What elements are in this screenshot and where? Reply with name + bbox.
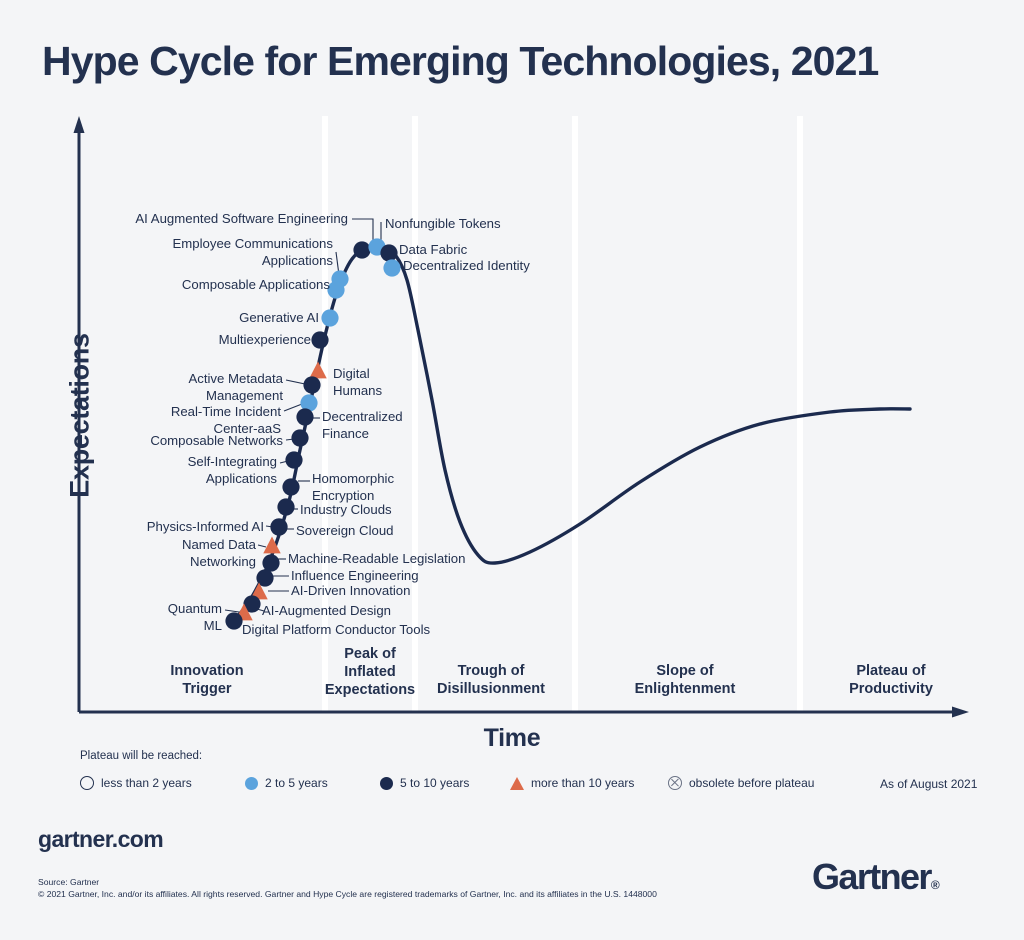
technology-markers bbox=[225, 238, 401, 630]
tech-label-quantum-ml: Quantum ML bbox=[167, 601, 222, 633]
legend-circ-blue-icon bbox=[245, 776, 258, 790]
marker-sovereign-cloud[interactable] bbox=[270, 518, 288, 536]
tech-label-named-data-networking: Named Data Networking bbox=[181, 537, 256, 569]
copyright-note: © 2021 Gartner, Inc. and/or its affiliat… bbox=[38, 889, 657, 899]
legend-label: 5 to 10 years bbox=[400, 776, 470, 790]
tech-label-data-fabric: Data Fabric bbox=[399, 242, 468, 257]
phase-label-peak-of-inflated-expectations: Peak of Inflated Expectations bbox=[324, 646, 416, 698]
leader-line-named-data-networking bbox=[257, 544, 267, 548]
hype-curve bbox=[228, 243, 912, 627]
gartner-logo: Gartner® bbox=[812, 856, 940, 898]
gartner-logo-text: Gartner bbox=[812, 856, 932, 897]
phase-divider-0 bbox=[322, 116, 328, 712]
legend-caption: Plateau will be reached: bbox=[80, 750, 203, 762]
legend-label: obsolete before plateau bbox=[689, 776, 815, 790]
as-of-date: As of August 2021 bbox=[880, 777, 978, 791]
legend-circ-hollow-icon bbox=[80, 776, 94, 790]
tech-label-composable-networks: Composable Networks bbox=[150, 433, 283, 448]
tech-label-decentralized-finance: Decentralized Finance bbox=[322, 409, 403, 441]
tech-label-digital-platform-conductor-tools: Digital Platform Conductor Tools bbox=[242, 622, 431, 637]
marker-homomorphic-encryption[interactable] bbox=[282, 478, 300, 496]
legend-item-circ-navy: 5 to 10 years bbox=[380, 776, 469, 790]
phase-label-plateau-of-productivity: Plateau of Productivity bbox=[849, 663, 933, 697]
leader-line-real-time-incident-center-aas bbox=[283, 403, 303, 412]
tech-label-employee-communications-applications: Employee Communications Applications bbox=[172, 236, 333, 268]
marker-composable-applications[interactable] bbox=[327, 281, 345, 299]
legend-circ-x-icon bbox=[668, 776, 682, 790]
marker-real-time-incident-center-aas[interactable] bbox=[300, 394, 318, 412]
marker-industry-clouds[interactable] bbox=[277, 498, 295, 516]
tech-label-machine-readable-legislation: Machine-Readable Legislation bbox=[288, 551, 466, 566]
legend-item-tri-orange: more than 10 years bbox=[510, 776, 634, 790]
marker-ai-augmented-design[interactable] bbox=[243, 595, 261, 613]
source-note: Source: Gartner bbox=[38, 877, 100, 887]
marker-named-data-networking[interactable] bbox=[263, 536, 281, 554]
tech-label-influence-engineering: Influence Engineering bbox=[291, 568, 419, 583]
tech-label-composable-applications: Composable Applications bbox=[181, 277, 330, 292]
marker-data-fabric[interactable] bbox=[380, 244, 398, 262]
marker-active-metadata-management[interactable] bbox=[303, 376, 321, 394]
gartner-com-link[interactable]: gartner.com bbox=[38, 826, 164, 852]
marker-decentralized-identity[interactable] bbox=[383, 259, 401, 277]
registered-mark-icon: ® bbox=[930, 878, 940, 892]
marker-digital-platform-conductor-tools[interactable] bbox=[225, 612, 243, 630]
marker-composable-networks[interactable] bbox=[291, 429, 309, 447]
phase-label-slope-of-enlightenment: Slope of Enlightenment bbox=[634, 663, 736, 697]
legend-tri-orange-icon bbox=[510, 776, 524, 790]
tech-label-sovereign-cloud: Sovereign Cloud bbox=[296, 523, 394, 538]
legend-label: 2 to 5 years bbox=[265, 776, 328, 790]
tech-label-physics-informed-ai: Physics-Informed AI bbox=[146, 519, 264, 534]
leader-line-ai-augmented-software-engineering bbox=[352, 218, 374, 243]
x-axis-title: Time bbox=[483, 724, 541, 752]
phase-divider-2 bbox=[572, 116, 578, 712]
leader-line-quantum-ml bbox=[224, 609, 240, 613]
tech-label-decentralized-identity: Decentralized Identity bbox=[403, 258, 530, 273]
leader-line-active-metadata-management bbox=[285, 379, 306, 385]
marker-ai-driven-innovation[interactable] bbox=[250, 582, 268, 600]
tech-label-ai-augmented-design: AI-Augmented Design bbox=[262, 603, 392, 618]
tech-label-real-time-incident-center-aas: Real-Time Incident Center-aaS bbox=[170, 404, 281, 436]
y-axis-title: Expectations bbox=[64, 333, 95, 498]
page-title: Hype Cycle for Emerging Technologies, 20… bbox=[42, 38, 879, 84]
legend-circ-navy-icon bbox=[380, 776, 393, 790]
tech-label-ai-driven-innovation: AI-Driven Innovation bbox=[291, 583, 411, 598]
marker-influence-engineering[interactable] bbox=[256, 569, 274, 587]
phase-label-trough-of-disillusionment: Trough of Disillusionment bbox=[437, 663, 545, 697]
marker-ai-augmented-software-engineering[interactable] bbox=[353, 241, 371, 259]
phase-divider-1 bbox=[412, 116, 418, 712]
marker-machine-readable-legislation[interactable] bbox=[262, 554, 280, 572]
marker-generative-ai[interactable] bbox=[321, 309, 339, 327]
tech-label-digital-humans: Digital Humans bbox=[333, 366, 383, 398]
legend-item-circ-hollow: less than 2 years bbox=[80, 776, 192, 790]
tech-label-homomorphic-encryption: Homomorphic Encryption bbox=[312, 471, 395, 503]
legend-label: less than 2 years bbox=[101, 776, 192, 790]
tech-label-self-integrating-applications: Self-Integrating Applications bbox=[187, 454, 277, 486]
marker-decentralized-finance[interactable] bbox=[296, 408, 314, 426]
tech-label-active-metadata-management: Active Metadata Management bbox=[188, 371, 283, 403]
marker-self-integrating-applications[interactable] bbox=[285, 451, 303, 469]
marker-digital-humans[interactable] bbox=[309, 361, 327, 379]
legend-item-circ-x: obsolete before plateau bbox=[668, 776, 814, 790]
marker-multiexperience[interactable] bbox=[311, 331, 329, 349]
legend-item-circ-blue: 2 to 5 years bbox=[245, 776, 328, 790]
legend: As of August 2021 less than 2 years 2 to … bbox=[80, 776, 980, 796]
phase-band-dividers bbox=[322, 116, 803, 712]
tech-label-multiexperience: Multiexperience bbox=[218, 332, 311, 347]
phase-label-innovation-trigger: Innovation Trigger bbox=[170, 663, 244, 697]
tech-label-ai-augmented-software-engineering: AI Augmented Software Engineering bbox=[135, 211, 348, 226]
tech-label-generative-ai: Generative AI bbox=[239, 310, 319, 325]
phase-divider-3 bbox=[797, 116, 803, 712]
axis-lines bbox=[73, 116, 969, 718]
legend-label: more than 10 years bbox=[531, 776, 635, 790]
tech-label-industry-clouds: Industry Clouds bbox=[300, 502, 392, 517]
tech-label-nonfungible-tokens: Nonfungible Tokens bbox=[385, 216, 501, 231]
